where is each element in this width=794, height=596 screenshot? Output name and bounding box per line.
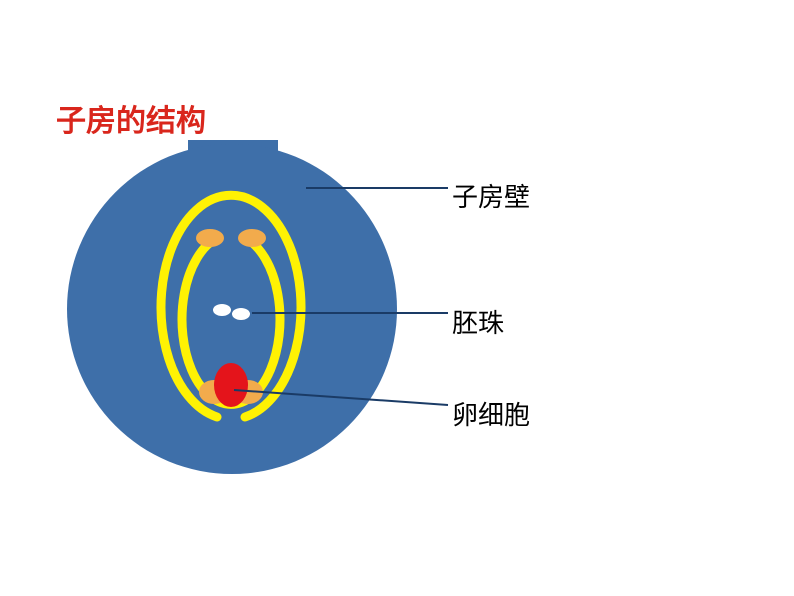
diagram-title: 子房的结构	[56, 96, 206, 140]
micropyle-lobe-right	[238, 229, 266, 247]
micropyle-lobe-left	[196, 229, 224, 247]
label-egg-cell: 卵细胞	[452, 395, 530, 432]
ovary-diagram-svg	[0, 0, 794, 596]
label-ovule: 胚珠	[452, 303, 504, 340]
label-ovary-wall: 子房壁	[452, 177, 530, 214]
egg-cell-shape	[214, 363, 248, 407]
polar-nucleus-left	[213, 304, 231, 316]
polar-nucleus-right	[232, 308, 250, 320]
diagram-stage: 子房的结构 子房壁 胚珠 卵细胞	[0, 0, 794, 596]
